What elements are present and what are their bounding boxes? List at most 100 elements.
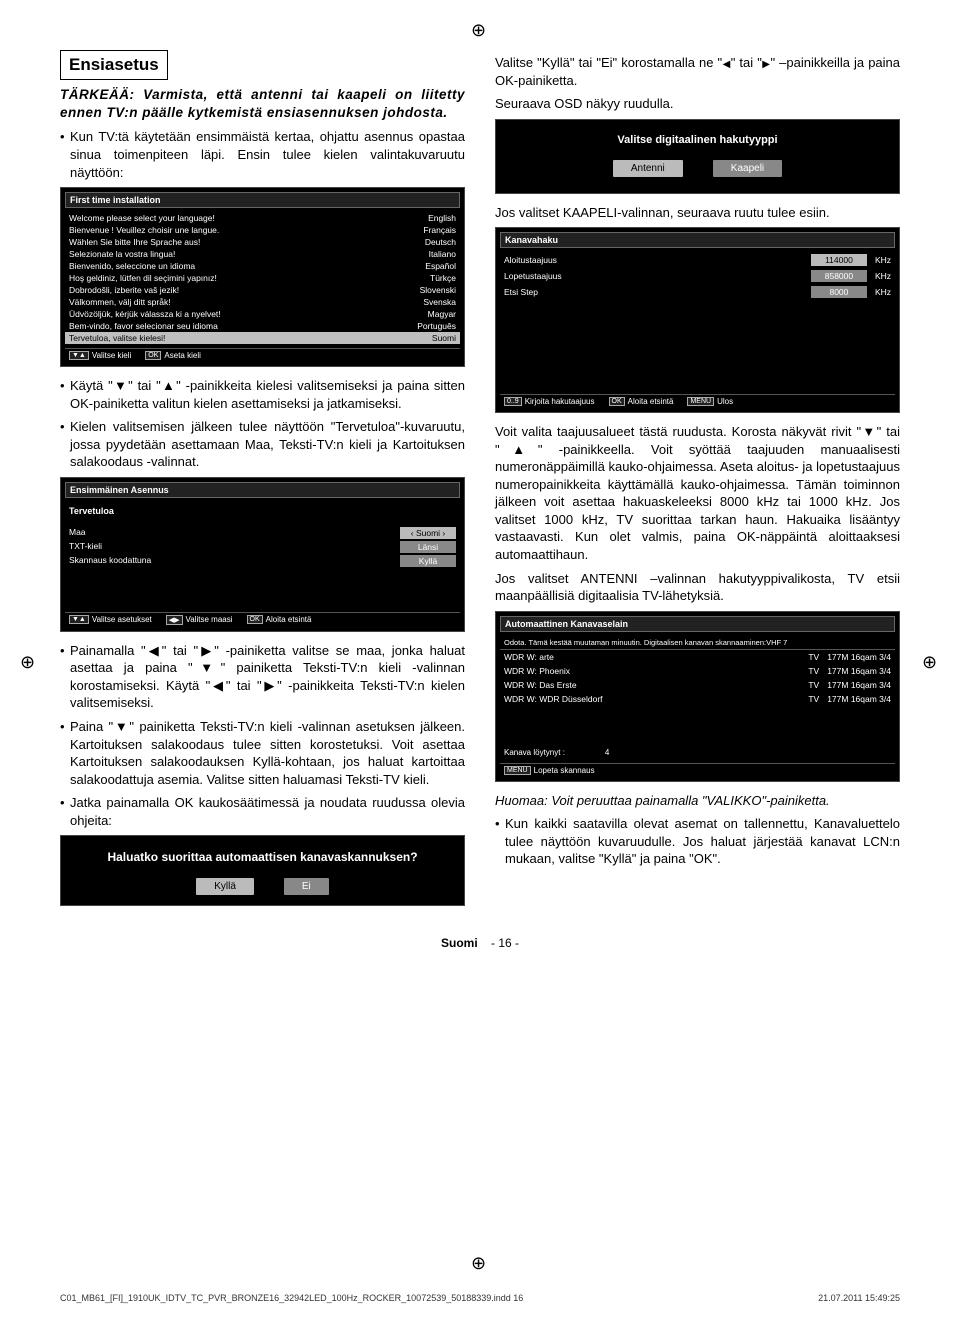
osd-lang-row[interactable]: Wählen Sie bitte Ihre Sprache aus! Deutsc… [65, 236, 460, 248]
osd-lang-name: Magyar [428, 309, 456, 319]
osd-freq-title: Kanavahaku [500, 232, 895, 248]
osd-welcome-value: Kyllä [400, 555, 456, 567]
crop-mark-bottom: ⊕ [471, 1253, 489, 1271]
osd-auto-wait: Odota. Tämä kestää muutaman minuutin. Di… [500, 636, 895, 650]
osd-scanq-no[interactable]: Ei [284, 878, 329, 895]
osd-scanq-yes[interactable]: Kyllä [196, 878, 254, 895]
osd-freq-k3: MENU [687, 397, 714, 406]
osd-lang-name: Deutsch [425, 237, 456, 247]
content-columns: Ensiasetus TÄRKEÄÄ: Varmista, että anten… [60, 50, 900, 916]
osd-search-type: Valitse digitaalinen hakutyyppi Antenni … [495, 119, 900, 194]
left-bullet-1: Kun TV:tä käytetään ensimmäistä kertaa, … [70, 128, 465, 181]
osd-frequency: Kanavahaku Aloitustaajuus114000KHz Lopetu… [495, 227, 900, 413]
osd-welcome-label: TXT-kieli [69, 541, 102, 553]
osd-freq-f2: Aloita etsintä [628, 397, 674, 406]
print-file: C01_MB61_[FI]_1910UK_IDTV_TC_PVR_BRONZE1… [60, 1293, 523, 1303]
osd-freq-unit: KHz [875, 255, 891, 265]
osd-lang-name: English [428, 213, 456, 223]
osd-welcome-title: Ensimmäinen Asennus [65, 482, 460, 498]
osd-lang-prompt: Wählen Sie bitte Ihre Sprache aus! [69, 237, 200, 247]
osd-freq-row[interactable]: Lopetustaajuus858000KHz [500, 268, 895, 284]
osd-auto-row: WDR W: Das Erste TV 177M 16qam 3/4 [500, 678, 895, 692]
osd-auto-key: MENU [504, 766, 531, 775]
osd-auto-scan: Automaattinen Kanavaselain Odota. Tämä k… [495, 611, 900, 782]
osd-auto-row: WDR W: PhoenixTV177M 16qam 3/4 [500, 664, 895, 678]
osd-lang-row[interactable]: Välkommen, välj ditt språk!Svenska [65, 296, 460, 308]
osd-lang-row[interactable]: Selezionate la vostra lingua!Italiano [65, 248, 460, 260]
osd-welcome-subtitle: Tervetuloa [65, 502, 460, 526]
osd-lang-prompt: Bem-vindo, favor selecionar seu idioma [69, 321, 218, 331]
osd-auto-ch-name: WDR W: WDR Düsseldorf [504, 694, 800, 704]
osd-lang-name: Suomi [432, 333, 456, 343]
right-p5: Jos valitset ANTENNI –valinnan hakutyypp… [495, 570, 900, 605]
osd-freq-row[interactable]: Etsi Step8000KHz [500, 284, 895, 300]
osd-type-antenna[interactable]: Antenni [613, 160, 683, 177]
left-arrow-icon: ◀ [722, 59, 731, 70]
osd-type-cable[interactable]: Kaapeli [713, 160, 782, 177]
osd-welcome-value: Länsi [400, 541, 456, 553]
osd-lang-key2: OK [145, 351, 161, 360]
osd-lang-row[interactable]: Bienvenue ! Veuillez choisir une langue.… [65, 224, 460, 236]
osd-lang-name: Svenska [423, 297, 456, 307]
osd-auto-ch-name: WDR W: Das Erste [504, 680, 800, 690]
osd-lang-row[interactable]: Welcome please select your language!Engl… [65, 212, 460, 224]
osd-lang-row[interactable]: Üdvözöljük, kérjük válassza ki a nyelvet… [65, 308, 460, 320]
osd-lang-row[interactable]: Bem-vindo, favor selecionar seu idioma Po… [65, 320, 460, 332]
osd-freq-f1: Kirjoita hakutaajuus [525, 397, 595, 406]
osd-welcome-row[interactable]: TXT-kieli Länsi [65, 540, 460, 554]
osd-welcome-label: Skannaus koodattuna [69, 555, 151, 567]
osd-lang-title: First time installation [65, 192, 460, 208]
osd-lang-prompt: Bienvenue ! Veuillez choisir une langue. [69, 225, 219, 235]
osd-lang-key1: ▼▲ [69, 351, 89, 360]
right-note: Huomaa: Voit peruuttaa painamalla "VALIK… [495, 792, 900, 810]
osd-lang-name: Türkçe [430, 273, 456, 283]
osd-lang-name: Português [417, 321, 456, 331]
osd-lang-row[interactable]: Bienvenido, seleccione un idiomaEspañol [65, 260, 460, 272]
osd-lang-row[interactable]: Tervetuloa, valitse kielesi!Suomi [65, 332, 460, 344]
osd-lang-name: Slovenski [420, 285, 456, 295]
footer-page: - 16 - [491, 936, 519, 950]
osd-auto-f: Lopeta skannaus [534, 766, 595, 775]
osd-lang-footer: ▼▲Valitse kieli OKAseta kieli [65, 348, 460, 362]
osd-auto-row: WDR W: arteTV177M 16qam 3/4 [500, 650, 895, 664]
osd-freq-footer: 0..9Kirjoita hakutaajuus OKAloita etsint… [500, 394, 895, 408]
osd-welcome-row[interactable]: Skannaus koodattuna Kyllä [65, 554, 460, 568]
osd-w-k3: OK [247, 615, 263, 624]
osd-welcome-value: ‹ Suomi › [400, 527, 456, 539]
osd-auto-row: WDR W: WDR DüsseldorfTV177M 16qam 3/4 [500, 692, 895, 706]
osd-w-k1: ▼▲ [69, 615, 89, 624]
osd-freq-label: Etsi Step [504, 287, 803, 297]
right-bullet-7: Kun kaikki saatavilla olevat asemat on t… [505, 815, 900, 868]
osd-freq-value: 858000 [811, 270, 867, 282]
osd-lang-f1: Valitse kieli [92, 351, 131, 360]
osd-welcome: Ensimmäinen Asennus Tervetuloa Maa‹ Suom… [60, 477, 465, 632]
osd-lang-row[interactable]: Dobrodošli, izberite vaš jezik!Slovenski [65, 284, 460, 296]
osd-auto-ch-type: TV [808, 694, 819, 704]
osd-auto-ch-type: TV [808, 680, 819, 690]
osd-lang-name: Español [425, 261, 456, 271]
osd-scan-question: Haluatko suorittaa automaattisen kanavas… [60, 835, 465, 906]
osd-auto-footer: MENULopeta skannaus [500, 763, 895, 777]
osd-auto-found-label: Kanava löytynyt : [504, 748, 565, 757]
osd-freq-row[interactable]: Aloitustaajuus114000KHz [500, 252, 895, 268]
osd-language-select: First time installation Welcome please s… [60, 187, 465, 367]
left-bullet-4: Painamalla "◀" tai "▶" -painiketta valit… [70, 642, 465, 712]
osd-auto-ch-name: WDR W: arte [504, 652, 800, 662]
osd-auto-ch-name: WDR W: Phoenix [504, 666, 800, 676]
osd-freq-label: Lopetustaajuus [504, 271, 803, 281]
osd-auto-ch-freq: 177M 16qam 3/4 [827, 680, 891, 690]
osd-scanq-text: Haluatko suorittaa automaattisen kanavas… [65, 840, 460, 878]
right-p4: Voit valita taajuusalueet tästä ruudusta… [495, 423, 900, 563]
left-bullet-2: Käytä "▼" tai "▲" -painikkeita kielesi v… [70, 377, 465, 412]
print-date: 21.07.2011 15:49:25 [818, 1293, 900, 1303]
crop-mark-right: ⊕ [922, 652, 940, 670]
left-column: Ensiasetus TÄRKEÄÄ: Varmista, että anten… [60, 50, 465, 916]
osd-welcome-row[interactable]: Maa‹ Suomi › [65, 526, 460, 540]
osd-type-title: Valitse digitaalinen hakutyyppi [506, 130, 889, 160]
osd-lang-name: Français [423, 225, 456, 235]
important-note: TÄRKEÄÄ: Varmista, että antenni tai kaap… [60, 86, 465, 122]
osd-lang-name: Italiano [429, 249, 456, 259]
right-p1: Valitse "Kyllä" tai "Ei" korostamalla ne… [495, 54, 900, 89]
osd-lang-row[interactable]: Hoş geldiniz, lütfen dil seçimini yapını… [65, 272, 460, 284]
osd-auto-ch-freq: 177M 16qam 3/4 [827, 666, 891, 676]
